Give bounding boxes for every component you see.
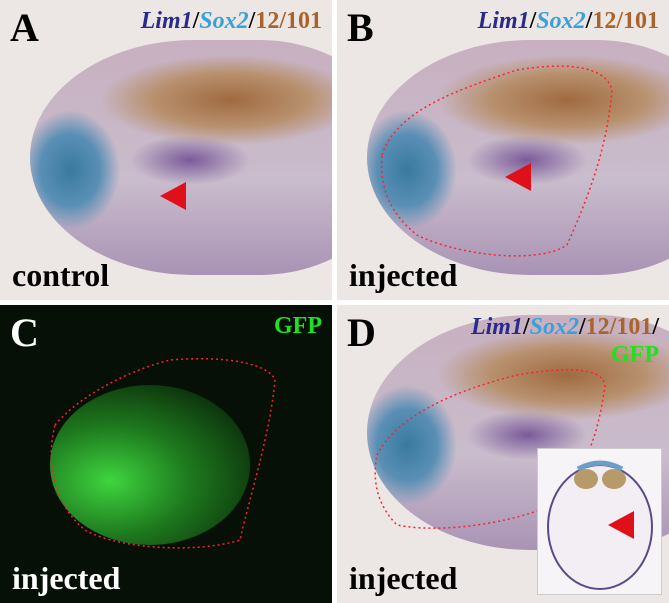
stain-legend: Lim1/Sox2/12/101/GFP — [470, 314, 659, 368]
panel-letter: D — [347, 310, 376, 355]
cross-section-image — [547, 460, 653, 590]
stain-legend: Lim1/Sox2/12/101 — [477, 8, 659, 34]
condition-label: injected — [349, 257, 458, 293]
section-inset — [537, 448, 662, 595]
injection-outline — [374, 369, 606, 529]
condition-label: injected — [349, 560, 458, 596]
panel-b: B Lim1/Sox2/12/101 injected — [337, 0, 669, 300]
arrowhead-icon — [160, 182, 186, 210]
panel-letter: B — [347, 5, 374, 50]
panel-d: D Lim1/Sox2/12/101/GFP injected — [337, 305, 669, 603]
embryo-image — [30, 40, 332, 275]
stain-legend: Lim1/Sox2/12/101 — [140, 8, 322, 34]
panel-letter: A — [10, 5, 39, 50]
panel-c: C GFP injected — [0, 305, 332, 603]
injection-outline — [380, 65, 613, 257]
injection-outline — [50, 357, 276, 549]
panel-letter: C — [10, 310, 39, 355]
gfp-signal — [50, 385, 250, 545]
arrowhead-icon — [505, 163, 531, 191]
panel-a: A Lim1/Sox2/12/101 control — [0, 0, 332, 300]
stain-legend: GFP — [274, 313, 322, 339]
condition-label: injected — [12, 560, 121, 596]
condition-label: control — [12, 257, 110, 293]
